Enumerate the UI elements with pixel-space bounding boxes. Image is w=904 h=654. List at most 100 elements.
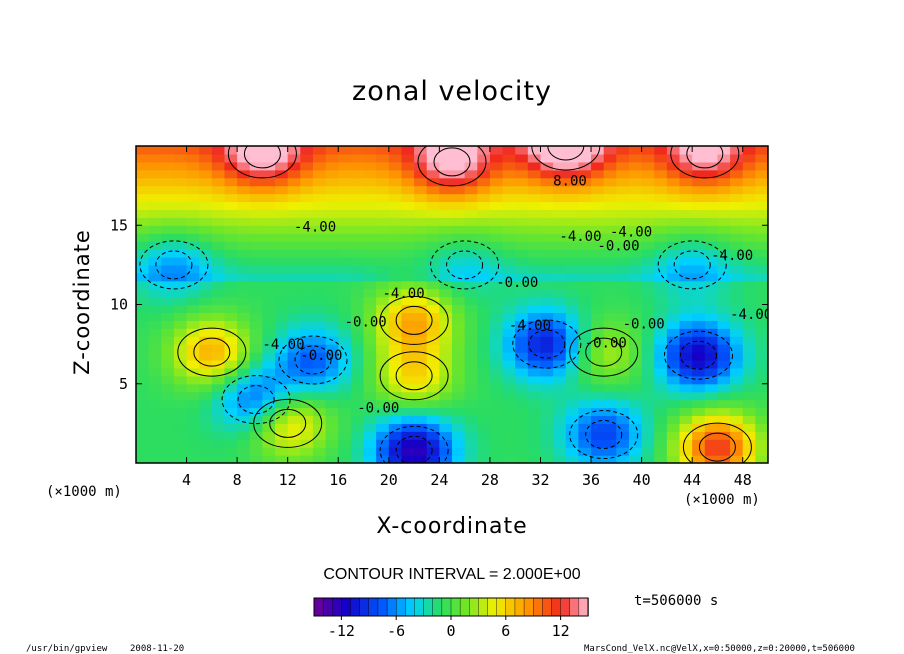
field-cell — [414, 391, 428, 401]
field-cell — [742, 169, 756, 179]
field-cell — [350, 423, 365, 432]
field-cell — [211, 233, 226, 242]
field-cell — [300, 209, 314, 218]
field-cell — [211, 249, 226, 258]
field-cell — [211, 423, 226, 432]
field-cell — [565, 217, 579, 226]
field-cell — [628, 455, 643, 463]
field-cell — [136, 423, 150, 432]
contour-line — [569, 327, 639, 377]
field-cell — [755, 391, 768, 401]
field-cell — [338, 336, 352, 345]
field-cell — [439, 209, 453, 218]
field-cell — [616, 407, 630, 417]
field-cell — [249, 272, 263, 282]
field-cell — [275, 431, 289, 440]
field-cell — [679, 161, 693, 171]
field-cell — [591, 185, 605, 195]
field-cell — [173, 320, 188, 329]
field-cell — [338, 383, 352, 393]
field-cell — [161, 153, 175, 163]
field-cell — [148, 352, 162, 361]
field-cell — [363, 185, 377, 195]
field-cell — [565, 367, 579, 377]
field-cell — [161, 201, 175, 211]
field-cell — [477, 423, 491, 432]
field-cell — [578, 169, 592, 179]
field-cell — [287, 312, 301, 321]
field-cell — [262, 233, 276, 242]
field-cell — [654, 249, 668, 258]
field-cell — [211, 367, 226, 377]
field-cell — [679, 153, 693, 163]
field-cell — [439, 153, 453, 163]
field-cell — [464, 233, 478, 242]
field-cell — [464, 169, 478, 179]
field-layer — [136, 146, 768, 463]
field-cell — [452, 336, 466, 345]
field-cell — [692, 375, 706, 385]
field-cell — [717, 423, 731, 432]
field-cell — [414, 312, 428, 321]
field-cell — [136, 431, 150, 440]
field-cell — [439, 359, 453, 369]
field-cell — [641, 264, 655, 274]
field-cell — [350, 344, 365, 353]
field-cell — [173, 431, 188, 440]
field-cell — [692, 272, 706, 282]
field-cell — [578, 375, 592, 385]
field-cell — [578, 320, 592, 329]
field-cell — [527, 439, 542, 448]
contour-label-layer: 8.00-4.00-4.00-0.00-0.00-4.00-4.00-4.00-… — [139, 146, 768, 463]
field-cell — [477, 336, 491, 345]
field-cell — [249, 383, 263, 393]
field-cell — [262, 336, 276, 345]
field-cell — [224, 455, 238, 463]
field-cell — [704, 375, 719, 385]
field-cell — [300, 375, 314, 385]
field-cell — [426, 423, 440, 432]
field-cell — [186, 225, 200, 234]
field-cell — [338, 391, 352, 401]
field-cell — [237, 249, 251, 258]
field-cell — [464, 201, 478, 211]
field-cell — [388, 193, 403, 203]
field-cell — [515, 431, 529, 440]
field-cell — [666, 241, 681, 250]
field-cell — [666, 359, 681, 369]
field-cell — [654, 304, 668, 314]
field-cell — [287, 415, 301, 424]
field-cell — [224, 415, 238, 424]
field-cell — [211, 312, 226, 321]
field-cell — [591, 233, 605, 242]
field-cell — [325, 256, 339, 266]
field-cell — [565, 359, 579, 369]
field-cell — [136, 256, 150, 266]
field-cell — [161, 447, 175, 456]
field-cell — [527, 455, 542, 463]
field-cell — [148, 312, 162, 321]
field-cell — [300, 431, 314, 440]
field-cell — [591, 367, 605, 377]
field-cell — [527, 407, 542, 417]
field-cell — [666, 225, 681, 234]
field-cell — [275, 185, 289, 195]
colorbar-segment — [496, 597, 507, 617]
field-cell — [742, 201, 756, 211]
field-cell — [262, 399, 276, 409]
field-cell — [275, 209, 289, 218]
field-cell — [186, 288, 200, 298]
field-cell — [452, 320, 466, 329]
field-cell — [553, 185, 567, 195]
field-cell — [439, 264, 453, 274]
field-cell — [704, 209, 719, 218]
field-cell — [591, 209, 605, 218]
field-cell — [224, 161, 238, 171]
field-cell — [350, 336, 365, 345]
field-cell — [704, 312, 719, 321]
field-cell — [464, 320, 478, 329]
field-cell — [616, 375, 630, 385]
field-cell — [237, 264, 251, 274]
field-cell — [515, 391, 529, 401]
field-cell — [439, 423, 453, 432]
